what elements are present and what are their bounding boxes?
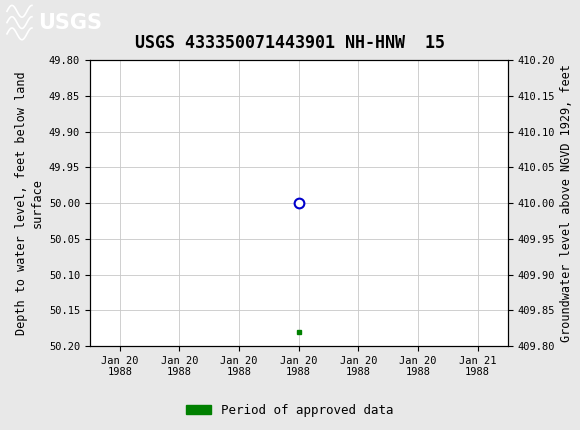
Y-axis label: Depth to water level, feet below land
surface: Depth to water level, feet below land su… [16, 71, 44, 335]
Text: USGS 433350071443901 NH-HNW  15: USGS 433350071443901 NH-HNW 15 [135, 34, 445, 52]
Legend: Period of approved data: Period of approved data [181, 399, 399, 421]
Y-axis label: Groundwater level above NGVD 1929, feet: Groundwater level above NGVD 1929, feet [560, 64, 573, 342]
Text: USGS: USGS [38, 12, 102, 33]
